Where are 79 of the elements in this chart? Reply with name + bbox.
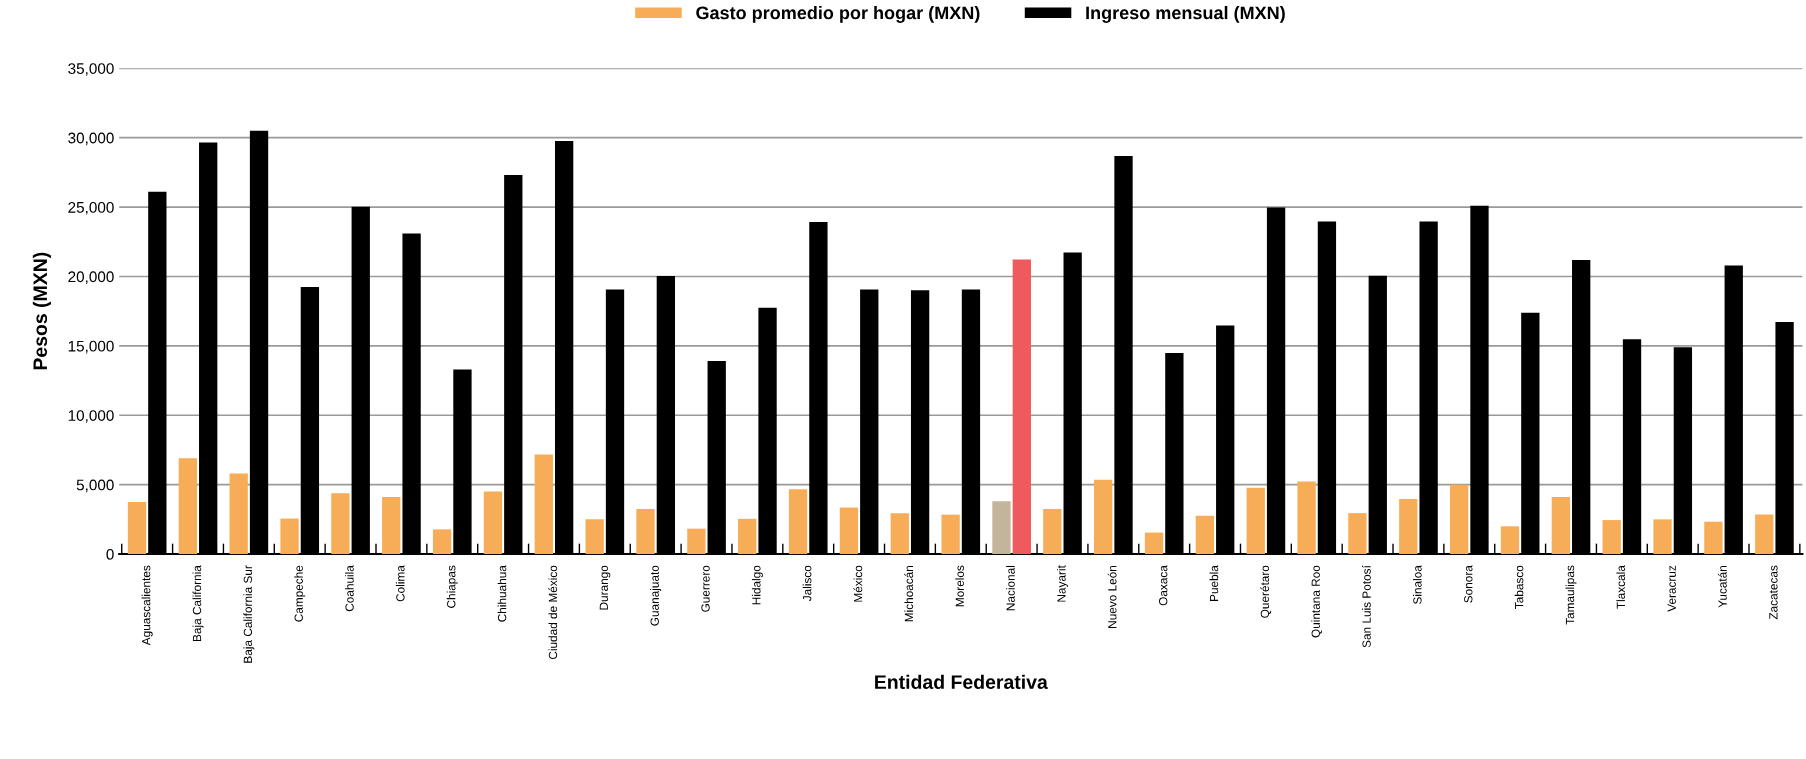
x-tick-label: Coahuila bbox=[345, 565, 354, 612]
y-tick-label: 30,000 bbox=[68, 132, 114, 146]
x-tick-label: Baja California bbox=[192, 565, 204, 641]
x-tick-label: Morelos bbox=[955, 565, 964, 607]
x-tick-label: Michoacán bbox=[904, 565, 914, 622]
x-tick-label: Guerrero bbox=[701, 565, 710, 612]
bar bbox=[738, 518, 757, 555]
bar bbox=[585, 519, 604, 555]
bar bbox=[432, 529, 452, 555]
x-tick-label: Nacional bbox=[1006, 565, 1015, 611]
x-tick-label: Yucatán bbox=[1717, 565, 1727, 608]
bar bbox=[1195, 515, 1215, 555]
bar bbox=[1012, 259, 1031, 555]
y-axis-title: Pesos (MXN) bbox=[32, 252, 51, 370]
bar bbox=[1246, 487, 1265, 555]
x-tick-label: Nayarit bbox=[1056, 565, 1068, 602]
x-tick-label: Sinaloa bbox=[1412, 565, 1422, 605]
bar bbox=[1500, 526, 1520, 555]
y-tick-label: 10,000 bbox=[68, 410, 114, 423]
bar bbox=[280, 518, 299, 555]
x-tick-label: Durango bbox=[599, 565, 611, 610]
legend-label: Ingreso mensual (MXN) bbox=[1086, 6, 1285, 23]
bar bbox=[941, 514, 960, 555]
y-tick-label: 20,000 bbox=[68, 271, 114, 284]
x-tick-label: Tabasco bbox=[1514, 565, 1524, 609]
x-tick-label: Sonora bbox=[1464, 565, 1473, 603]
x-tick-label: Guanajuato bbox=[650, 565, 662, 626]
bar bbox=[331, 493, 350, 555]
bar bbox=[1348, 513, 1367, 555]
legend-label: Gasto promedio por hogar (MXN) bbox=[696, 6, 980, 23]
x-tick-label: Chihuahua bbox=[497, 565, 507, 622]
bar bbox=[1399, 499, 1418, 555]
bar bbox=[534, 454, 553, 555]
x-tick-label: Hidalgo bbox=[751, 565, 763, 605]
x-tick-label: México bbox=[853, 565, 863, 602]
x-tick-label: Jalisco bbox=[802, 565, 812, 602]
bar bbox=[636, 508, 655, 555]
bar bbox=[1144, 532, 1164, 555]
bar bbox=[687, 528, 706, 555]
bar bbox=[1755, 514, 1774, 555]
x-tick-label: Zacatecas bbox=[1769, 565, 1778, 620]
x-tick-label: Veracruz bbox=[1667, 565, 1676, 612]
x-tick-label: Querétaro bbox=[1260, 565, 1272, 618]
x-tick-label: Nuevo León bbox=[1107, 565, 1117, 628]
x-tick-label: Aguascalientes bbox=[141, 565, 153, 646]
x-axis-title: Entidad Federativa bbox=[875, 674, 1048, 689]
bar bbox=[1602, 520, 1621, 555]
x-tick-label: Colima bbox=[395, 565, 405, 602]
bar bbox=[1653, 519, 1672, 555]
bar bbox=[127, 502, 147, 555]
x-tick-label: Oaxaca bbox=[1159, 565, 1168, 606]
bar bbox=[890, 513, 909, 555]
bar bbox=[1551, 497, 1570, 555]
x-tick-label: Baja California Sur bbox=[243, 565, 255, 663]
bar bbox=[1043, 508, 1062, 555]
bar bbox=[1449, 484, 1469, 555]
bar bbox=[992, 501, 1011, 555]
x-tick-label: San Luis Potosí bbox=[1361, 565, 1371, 648]
x-tick-label: Tlaxcala bbox=[1616, 565, 1626, 609]
bar bbox=[1297, 481, 1316, 555]
x-tick-label: Ciudad de México bbox=[548, 565, 558, 660]
bar bbox=[178, 458, 197, 555]
x-tick-label: Puebla bbox=[1209, 565, 1219, 601]
bar bbox=[229, 473, 248, 555]
y-tick-label: 5,000 bbox=[76, 479, 114, 493]
bar bbox=[382, 497, 401, 555]
x-tick-label: Tamaulipas bbox=[1565, 565, 1577, 625]
bar bbox=[1704, 521, 1723, 555]
y-tick-label: 15,000 bbox=[68, 340, 114, 354]
bar bbox=[483, 491, 503, 555]
x-tick-label: Quintana Roo bbox=[1311, 565, 1323, 638]
bar bbox=[1094, 479, 1113, 555]
bar bbox=[839, 507, 859, 555]
y-tick-label: 25,000 bbox=[68, 201, 114, 215]
y-tick-label: 0 bbox=[106, 548, 114, 560]
x-tick-label: Campeche bbox=[294, 565, 306, 622]
y-tick-label: 35,000 bbox=[68, 63, 114, 76]
bar bbox=[788, 489, 808, 555]
x-tick-label: Chiapas bbox=[446, 565, 458, 608]
